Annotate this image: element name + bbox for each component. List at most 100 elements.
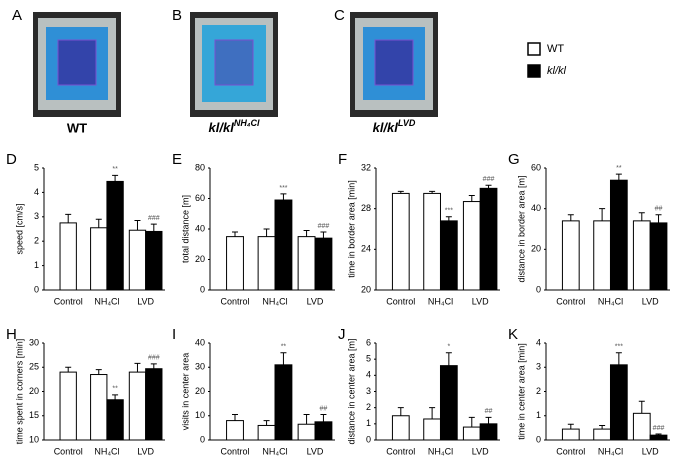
error-bar [397,407,404,416]
error-bar [397,190,404,194]
y-tick-label: 0 [536,284,541,294]
x-tick-label: NH₄Cl [428,446,453,456]
error-bar [232,231,238,237]
error-bar [112,394,119,400]
significance: ### [653,425,665,432]
image-label-sup: LVD [398,118,416,128]
x-tick-label: LVD [137,446,154,456]
y-tick-label: 40 [531,203,541,213]
x-tick-label: Control [54,446,83,456]
bar [314,237,333,291]
y-tick-label: 6 [366,337,371,347]
bar [274,199,293,291]
x-tick-label: LVD [642,296,659,306]
x-tick-label: Control [54,296,83,306]
y-tick-label: 25 [29,362,39,372]
x-tick-label: LVD [137,296,154,306]
bar [391,415,410,441]
y-tick-label: 10 [195,410,205,420]
x-tick-label: NH₄Cl [94,446,119,456]
bar [145,368,163,441]
legend-swatch [527,64,541,78]
y-tick-label: 20 [531,244,541,254]
bar [462,201,481,291]
panel-letter: H [6,326,17,343]
x-tick-label: NH₄Cl [598,446,623,456]
bar [423,418,441,441]
significance: ### [148,215,160,222]
x-tick-label: NH₄Cl [262,446,287,456]
error-bar [468,194,475,202]
bar [462,426,481,441]
bar [128,229,147,291]
panel-letter: F [338,151,347,168]
error-bar [655,433,662,436]
y-tick-label: 2 [536,386,541,396]
error-bar [615,173,622,181]
y-tick-label: 2 [366,402,371,412]
significance: ** [112,386,118,393]
x-tick-label: NH₄Cl [598,296,623,306]
significance: *** [615,344,623,351]
bar [297,423,316,441]
significance: ## [655,206,663,213]
bar [593,220,611,291]
bar [59,371,77,441]
error-bar [65,366,72,373]
error-bar [429,190,436,194]
legend-label: WT [547,43,564,55]
significance: ## [320,405,328,412]
significance: ** [281,344,287,351]
significance: ** [112,166,118,173]
bar [479,423,498,441]
y-tick-label: 32 [361,162,371,172]
x-tick-label: Control [220,296,249,306]
error-bar [599,208,606,221]
y-tick-label: 80 [195,162,205,172]
bar [257,424,276,441]
panel-letter: G [508,151,520,168]
bar [561,220,580,291]
y-tick-label: 4 [34,187,39,197]
photo-c [350,12,438,117]
y-tick-label: 60 [531,162,541,172]
bar [90,374,108,441]
panel-letter: E [172,151,182,168]
y-axis-label: distance in border area [m] [516,175,526,282]
error-bar [150,363,157,369]
x-tick-label: LVD [307,296,324,306]
bar [649,434,668,441]
significance: ## [485,408,493,415]
bar [90,227,108,291]
y-tick-label: 1 [34,260,39,270]
bar [128,371,147,441]
y-tick-label: 30 [29,337,39,347]
y-axis-label: total distance [m] [180,195,190,263]
image-label: WT [67,120,87,135]
error-bar [429,407,436,419]
y-tick-label: 3 [34,211,39,221]
bar [145,230,163,291]
error-bar [65,213,72,223]
error-bar [485,184,492,189]
y-tick-label: 30 [195,362,205,372]
error-bar [303,230,310,237]
y-tick-label: 24 [361,244,371,254]
y-tick-label: 0 [200,284,205,294]
error-bar [615,352,622,365]
x-tick-label: Control [386,446,415,456]
error-bar [320,414,327,422]
photo-b [190,12,278,117]
error-bar [263,228,270,237]
bar [649,222,668,291]
y-tick-label: 1 [366,418,371,428]
y-tick-label: 5 [34,162,39,172]
x-tick-label: LVD [642,446,659,456]
bar [593,428,611,441]
bar [59,222,77,291]
error-bar [567,214,574,221]
image-label-main: kl/kl [209,120,235,135]
image-label-main: kl/kl [373,120,399,135]
photo-a [33,12,121,117]
